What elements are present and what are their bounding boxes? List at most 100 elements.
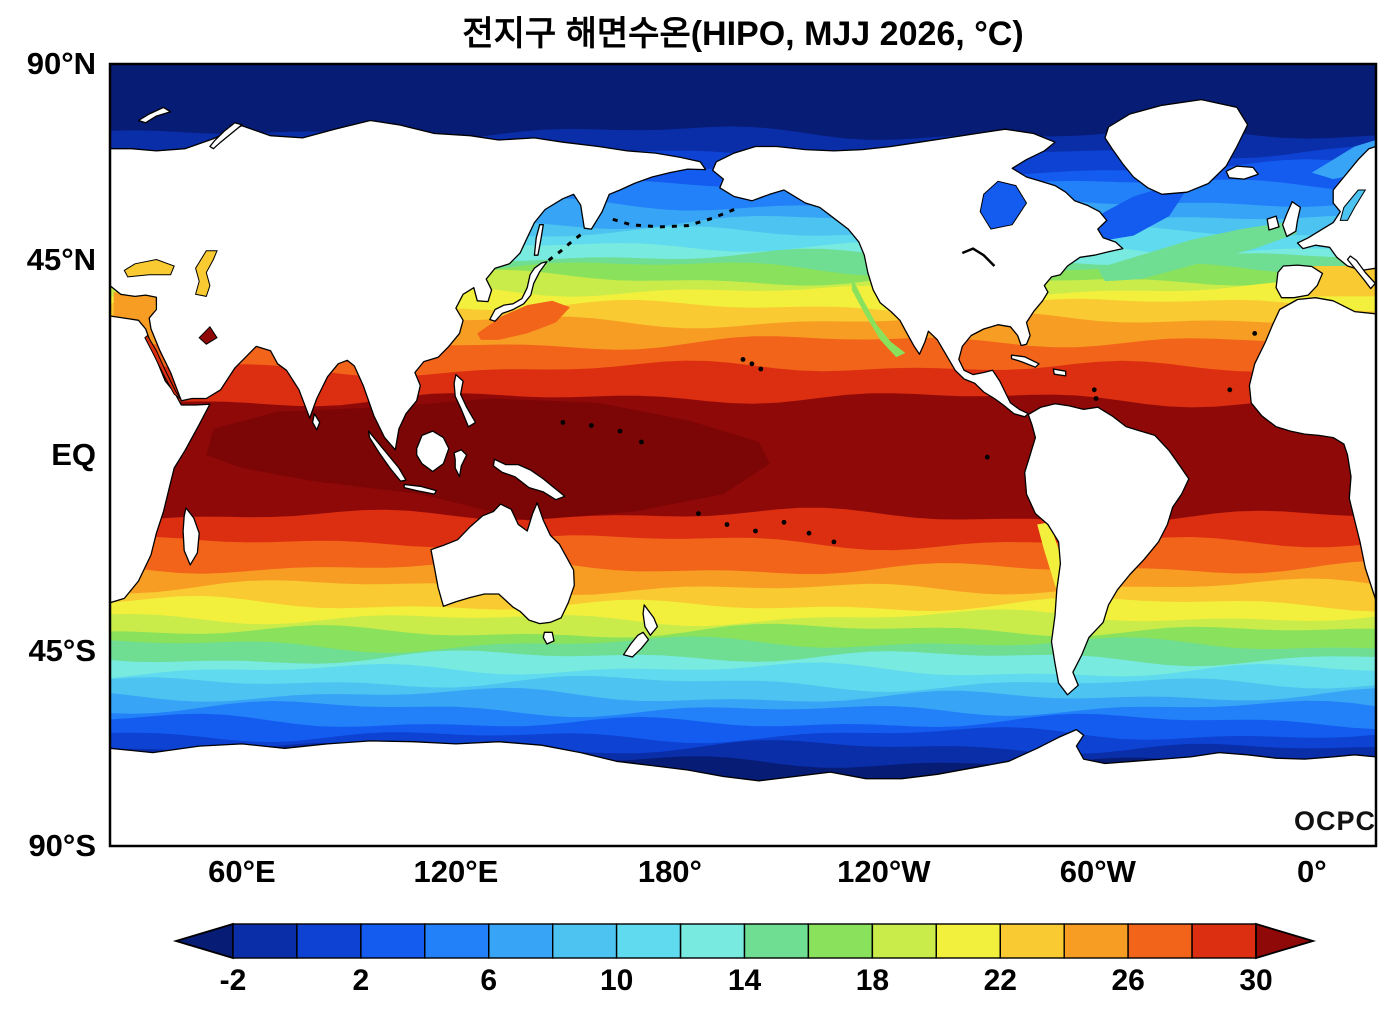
map-layers — [110, 64, 1376, 846]
colorbar-segment — [935, 923, 1001, 959]
gulf-stream-warm — [1097, 222, 1298, 282]
island-dot — [696, 511, 701, 516]
island-dot — [984, 454, 990, 460]
iberia — [1275, 264, 1324, 299]
y-axis-label: 45°S — [28, 632, 96, 668]
ocpc-logo: OCPC — [1294, 806, 1377, 836]
colorbar-segment — [1063, 923, 1129, 959]
tasmania — [542, 631, 555, 645]
colorbar-segment — [360, 923, 426, 959]
hudson-bay — [979, 180, 1028, 230]
colorbar-segment — [1191, 923, 1257, 959]
island-dot — [758, 366, 764, 372]
colorbar-segment — [679, 923, 746, 959]
island-dot — [639, 439, 644, 445]
x-axis-label: 120°E — [413, 854, 499, 889]
baltic-sea — [1339, 189, 1367, 221]
colorbar-segment — [871, 923, 938, 959]
island-dot — [1252, 331, 1258, 336]
y-axis-label: 45°N — [26, 241, 96, 277]
great-lakes — [961, 247, 996, 267]
eurasia — [110, 119, 707, 451]
new-zealand-north — [642, 604, 659, 636]
x-axis-label: 180° — [637, 854, 702, 889]
black-sea — [123, 258, 175, 278]
colorbar-tick-label: 6 — [480, 964, 498, 997]
island-dot — [753, 528, 758, 534]
island-dot — [749, 361, 755, 367]
africa-east — [110, 315, 211, 604]
colorbar-tick-label: 2 — [352, 964, 370, 997]
island-dot — [1091, 387, 1097, 393]
colorbar-tick-label: 14 — [727, 964, 762, 997]
svalbard — [137, 106, 172, 124]
persian-gulf — [198, 326, 218, 345]
map-border — [108, 62, 1378, 848]
new-zealand-south — [622, 631, 650, 658]
colorbar-tick-label: 22 — [983, 964, 1017, 997]
kuroshio-warm — [477, 300, 570, 340]
ireland — [1266, 215, 1280, 231]
island-dot — [617, 428, 623, 434]
africa-west — [1248, 297, 1376, 602]
small-islands — [547, 208, 1258, 545]
kuril-islands — [547, 232, 584, 262]
antarctica — [110, 728, 1376, 846]
y-axis-label: EQ — [51, 437, 96, 472]
south-america — [1024, 403, 1190, 696]
colorbar-tick-label: 26 — [1111, 964, 1145, 997]
y-axis-label: 90°S — [28, 828, 96, 863]
philippines — [453, 373, 477, 428]
california-current-cool — [851, 276, 906, 358]
colorbar-under-arrow — [172, 922, 234, 960]
warm-pool-core — [206, 398, 770, 521]
caspian-sea — [194, 250, 218, 297]
colorbar-segment — [743, 923, 810, 959]
island-dot — [781, 519, 787, 525]
chart-title: 전지구 해면수온(HIPO, MJJ 2026, °C) — [462, 15, 1024, 53]
cuba — [1010, 354, 1040, 368]
x-axis-label: 120°W — [837, 854, 931, 889]
madagascar — [182, 507, 200, 566]
island-dot — [740, 357, 746, 362]
x-axis-label: 60°E — [208, 854, 276, 889]
y-axis-label: 90°N — [26, 46, 96, 81]
island-dot — [831, 539, 837, 545]
colorbar-tick-label: 18 — [855, 964, 890, 997]
colorbar-segment — [999, 923, 1065, 959]
borneo — [416, 430, 450, 473]
colorbar — [172, 922, 1317, 960]
island-dot — [1227, 387, 1233, 393]
x-axis-label: 0° — [1296, 854, 1327, 889]
sumatra — [367, 430, 407, 482]
east-mediterranean — [113, 292, 159, 319]
x-axis-label: 60°W — [1059, 854, 1136, 889]
colorbar-segment — [1127, 923, 1193, 959]
hispaniola — [1052, 368, 1067, 377]
greenland — [1104, 98, 1249, 195]
island-dot — [1093, 396, 1099, 401]
colorbar-tick-label: -2 — [219, 964, 247, 997]
colorbar-segment — [552, 923, 618, 959]
europe-right — [1296, 145, 1376, 272]
island-dot — [589, 423, 594, 428]
land-masses — [110, 98, 1376, 846]
island-dot — [806, 530, 812, 536]
java — [403, 483, 437, 495]
sri-lanka — [311, 413, 321, 431]
japan — [489, 261, 548, 322]
novaya-zemlya — [209, 122, 243, 150]
colorbar-segment — [488, 923, 554, 959]
island-dot — [560, 420, 566, 425]
colorbar-segment — [424, 923, 490, 959]
red-sea — [144, 334, 182, 400]
great-britain — [1281, 201, 1302, 238]
subpolar-atlantic-cold — [1080, 183, 1191, 243]
new-guinea — [492, 458, 566, 501]
sulawesi — [453, 449, 468, 478]
colorbar-segment — [807, 923, 874, 959]
aleutian-islands — [608, 208, 735, 229]
colorbar-segment — [232, 923, 298, 959]
sakhalin — [533, 224, 544, 256]
